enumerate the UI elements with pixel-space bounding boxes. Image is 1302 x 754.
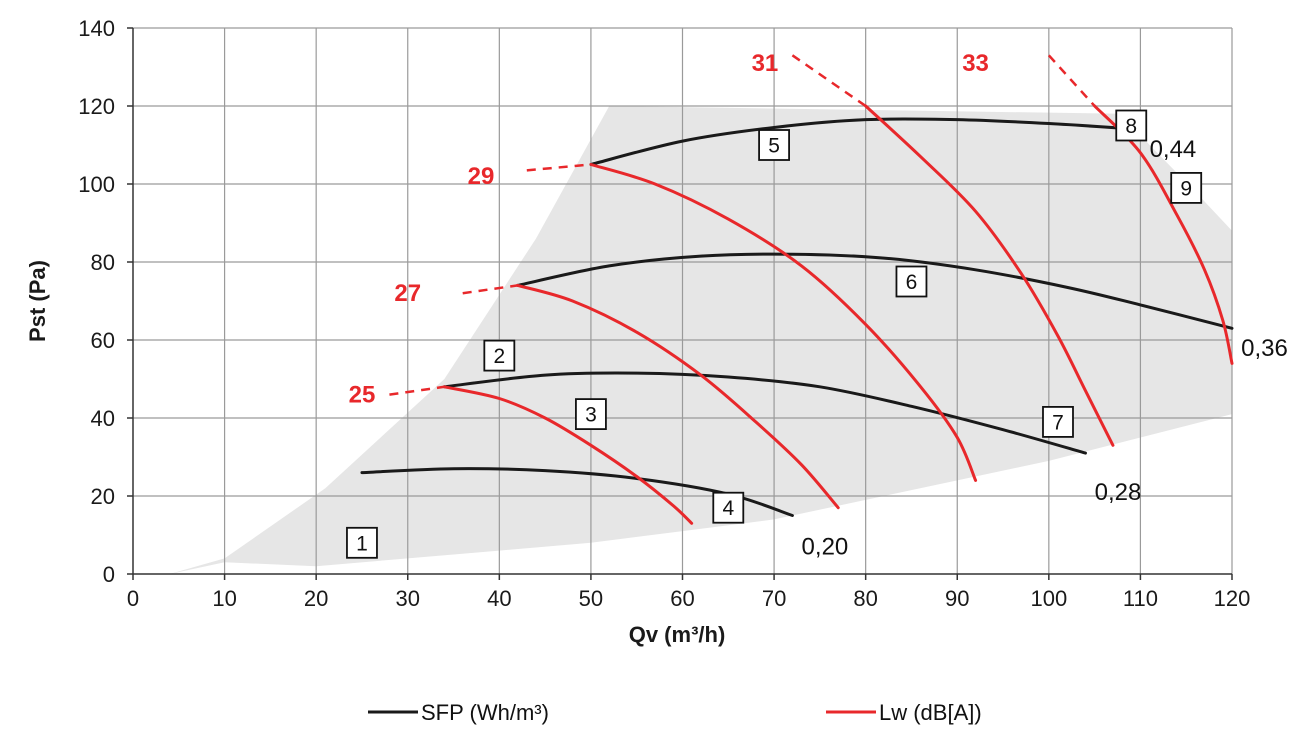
zone-box-frame [483,339,516,372]
lw-leader-31 [791,54,867,108]
sfp-curve-0-44 [589,117,1142,166]
lw-curve-33 [1093,104,1234,365]
x-tick-label: 10 [212,586,236,611]
zone-box-frame [712,491,745,524]
y-tick-label: 60 [91,328,115,353]
zone-box-frame [1042,405,1074,438]
y-tick-label: 100 [78,172,115,197]
zone-box-3: 3 [575,398,607,431]
zone-box-8: 8 [1115,109,1148,142]
x-tick-label: 90 [945,586,969,611]
zone-box-4: 4 [712,491,745,524]
axes [127,27,1233,580]
lw-curve-31 [864,104,1115,447]
lw-curve-29 [589,163,978,482]
zone-box-frame [575,398,607,431]
x-axis-title: Qv (m³/h) [629,622,726,647]
zone-boxes: 1 2 3 4 5 6 7 8 9 [346,109,1203,559]
y-tick-label: 80 [91,250,115,275]
y-tick-label: 140 [78,16,115,41]
zone-box-2: 2 [483,339,516,372]
y-tick-label: 20 [91,484,115,509]
zone-box-1: 1 [346,526,378,559]
zone-box-5: 5 [758,129,790,161]
zone-box-number: 1 [356,532,368,555]
sfp-curve-0-28 [442,371,1087,455]
y-axis-title: Pst (Pa) [25,260,50,342]
lw-curves [389,54,1234,525]
lw-curve-25 [442,385,694,525]
x-tick-label: 20 [304,586,328,611]
sfp-value-label: 0,36 [1241,335,1288,362]
zone-box-frame [895,265,928,298]
x-tick-label: 40 [487,586,511,611]
y-tick-label: 120 [78,94,115,119]
zone-box-number: 6 [906,271,918,294]
sfp-value-label: 0,44 [1150,136,1197,163]
sfp-curve-0-36 [516,252,1234,330]
zone-box-7: 7 [1042,405,1074,438]
sfp-value-label: 0,20 [802,534,849,561]
lw-value-label: 33 [962,50,989,77]
sfp-value-label: 0,28 [1095,479,1142,506]
tick-labels: 0 10 20 30 40 50 60 70 80 90 100 110 120 0 20 40 60 80 100… [78,16,1250,611]
x-tick-label: 60 [670,586,694,611]
zone-box-frame [1115,109,1148,142]
zone-box-frame [346,526,378,559]
lw-leader-29 [526,163,592,172]
zone-box-9: 9 [1170,171,1203,204]
y-tick-label: 0 [103,562,115,587]
x-tick-label: 80 [853,586,877,611]
zone-box-number: 3 [585,404,597,427]
x-tick-label: 110 [1123,586,1158,611]
grid [133,27,1233,574]
zone-box-number: 8 [1125,115,1137,138]
legend-sfp-label: SFP (Wh/m³) [421,700,549,725]
sfp-curves [360,117,1234,517]
zone-box-frame [758,129,790,161]
zone-box-number: 2 [493,345,505,368]
zone-box-number: 9 [1180,177,1192,200]
x-tick-label: 0 [127,586,139,611]
lw-value-label: 27 [394,280,421,307]
lw-curve-27 [516,283,840,510]
lw-value-label: 29 [468,163,495,190]
lw-leader-33 [1047,54,1096,107]
zone-box-number: 5 [768,135,780,158]
y-tick-label: 40 [91,406,115,431]
zone-box-number: 4 [722,497,734,520]
zone-box-number: 7 [1052,411,1064,434]
legend-lw-label: Lw (dB[A]) [879,700,982,725]
lw-value-label: 31 [752,50,779,77]
x-tick-label: 120 [1214,586,1251,611]
zone-box-6: 6 [895,265,928,298]
x-tick-label: 50 [579,586,603,611]
zone-box-frame [1170,171,1203,204]
lw-value-label: 25 [349,382,376,409]
legend: SFP (Wh/m³) Lw (dB[A]) [368,700,982,725]
x-tick-label: 70 [762,586,786,611]
x-tick-label: 100 [1030,586,1067,611]
x-tick-label: 30 [396,586,420,611]
